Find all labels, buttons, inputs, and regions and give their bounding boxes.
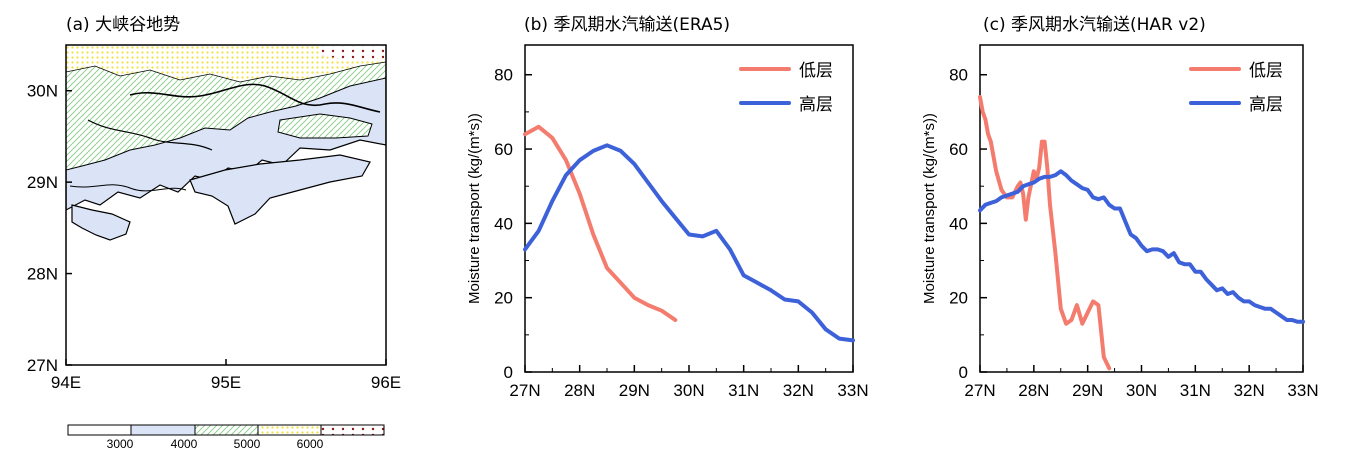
colorbar-segment-5000: [257, 424, 322, 436]
y-axis-label: Moisture transport (kg/(m*s)): [466, 113, 483, 304]
x-tick-label: 27N: [964, 381, 995, 400]
x-tick-label: 95E: [211, 373, 241, 392]
series-line-0: [523, 124, 678, 322]
legend-label: 高层: [799, 95, 833, 115]
y-tick-label: 40: [494, 214, 513, 233]
y-tick-label: 80: [949, 66, 968, 85]
x-tick-label: 28N: [1018, 381, 1049, 400]
x-tick-label: 29N: [619, 381, 650, 400]
series-line-0: [978, 95, 1112, 371]
x-tick-label: 31N: [728, 381, 759, 400]
x-tick-label: 31N: [1180, 381, 1211, 400]
x-tick-label: 94E: [51, 373, 81, 392]
terrain-4000-patch: [277, 113, 373, 139]
y-tick-label: 60: [494, 140, 513, 159]
y-tick-label: 20: [949, 289, 968, 308]
terrain-3000-ridge: [189, 154, 371, 225]
colorbar-segment-3000: [130, 424, 196, 436]
y-tick-label: 40: [949, 214, 968, 233]
gorge-contour-line: [87, 119, 213, 151]
legend-label: 低层: [1249, 61, 1283, 81]
x-tick-label: 32N: [783, 381, 814, 400]
x-tick-label: 30N: [673, 381, 704, 400]
y-tick-label: 0: [959, 363, 968, 382]
y-axis-label: Moisture transport (kg/(m*s)): [921, 113, 938, 304]
y-tick-label: 28N: [27, 265, 58, 284]
colorbar-label: 4000: [171, 437, 198, 451]
y-tick-label: 0: [504, 363, 513, 382]
x-tick-label: 28N: [564, 381, 595, 400]
colorbar-segment-6000: [320, 424, 385, 436]
series-line-1: [523, 143, 855, 343]
colorbar-segment-below-3000: [67, 424, 132, 436]
x-tick-label: 32N: [1234, 381, 1265, 400]
x-tick-label: 96E: [371, 373, 401, 392]
colorbar-label: 5000: [234, 437, 261, 451]
x-tick-label: 29N: [1072, 381, 1103, 400]
panel-c-title: (c) 季风期水汽输送(HAR v2): [983, 15, 1206, 35]
colorbar-segment-4000: [194, 424, 259, 436]
x-tick-label: 27N: [509, 381, 540, 400]
y-tick-label: 20: [494, 289, 513, 308]
terrain-6000-patch: [320, 46, 384, 60]
y-tick-label: 80: [494, 66, 513, 85]
x-tick-label: 33N: [837, 381, 868, 400]
y-tick-label: 60: [949, 140, 968, 159]
y-tick-label: 29N: [27, 173, 58, 192]
terrain-3000-lobe: [71, 204, 131, 241]
panel-c-chart: 27N 28N 29N 30N 31N 32N 33N 0 20 40 60 80 Moisture t…: [921, 44, 1319, 400]
colorbar-label: 3000: [107, 437, 134, 451]
panel-a-title: (a) 大峡谷地势: [66, 15, 181, 35]
series-line-1: [978, 169, 1305, 324]
colorbar: 3000 4000 5000 6000: [67, 424, 385, 451]
legend-label: 低层: [799, 61, 833, 81]
terrain-layers: [66, 45, 386, 241]
colorbar-label: 6000: [297, 437, 324, 451]
x-tick-label: 33N: [1287, 381, 1318, 400]
y-tick-label: 27N: [27, 356, 58, 375]
x-tick-label: 30N: [1126, 381, 1157, 400]
panel-b-chart: 27N 28N 29N 30N 31N 32N 33N 0 20 40 60 80 Moisture t…: [466, 44, 869, 400]
panel-a-ticks: 94E 95E 96E 27N 28N 29N 30N: [27, 82, 401, 392]
gorge-contour-line: [129, 83, 381, 113]
gorge-contour-line: [69, 184, 187, 192]
y-tick-label: 30N: [27, 82, 58, 101]
legend-label: 高层: [1249, 95, 1283, 115]
panel-b-title: (b) 季风期水汽输送(ERA5): [524, 15, 731, 35]
panel-a-map: 94E 95E 96E 27N 28N 29N 30N 3000 4000 5000 600…: [27, 44, 401, 451]
terrain-5000-band: [66, 45, 386, 83]
